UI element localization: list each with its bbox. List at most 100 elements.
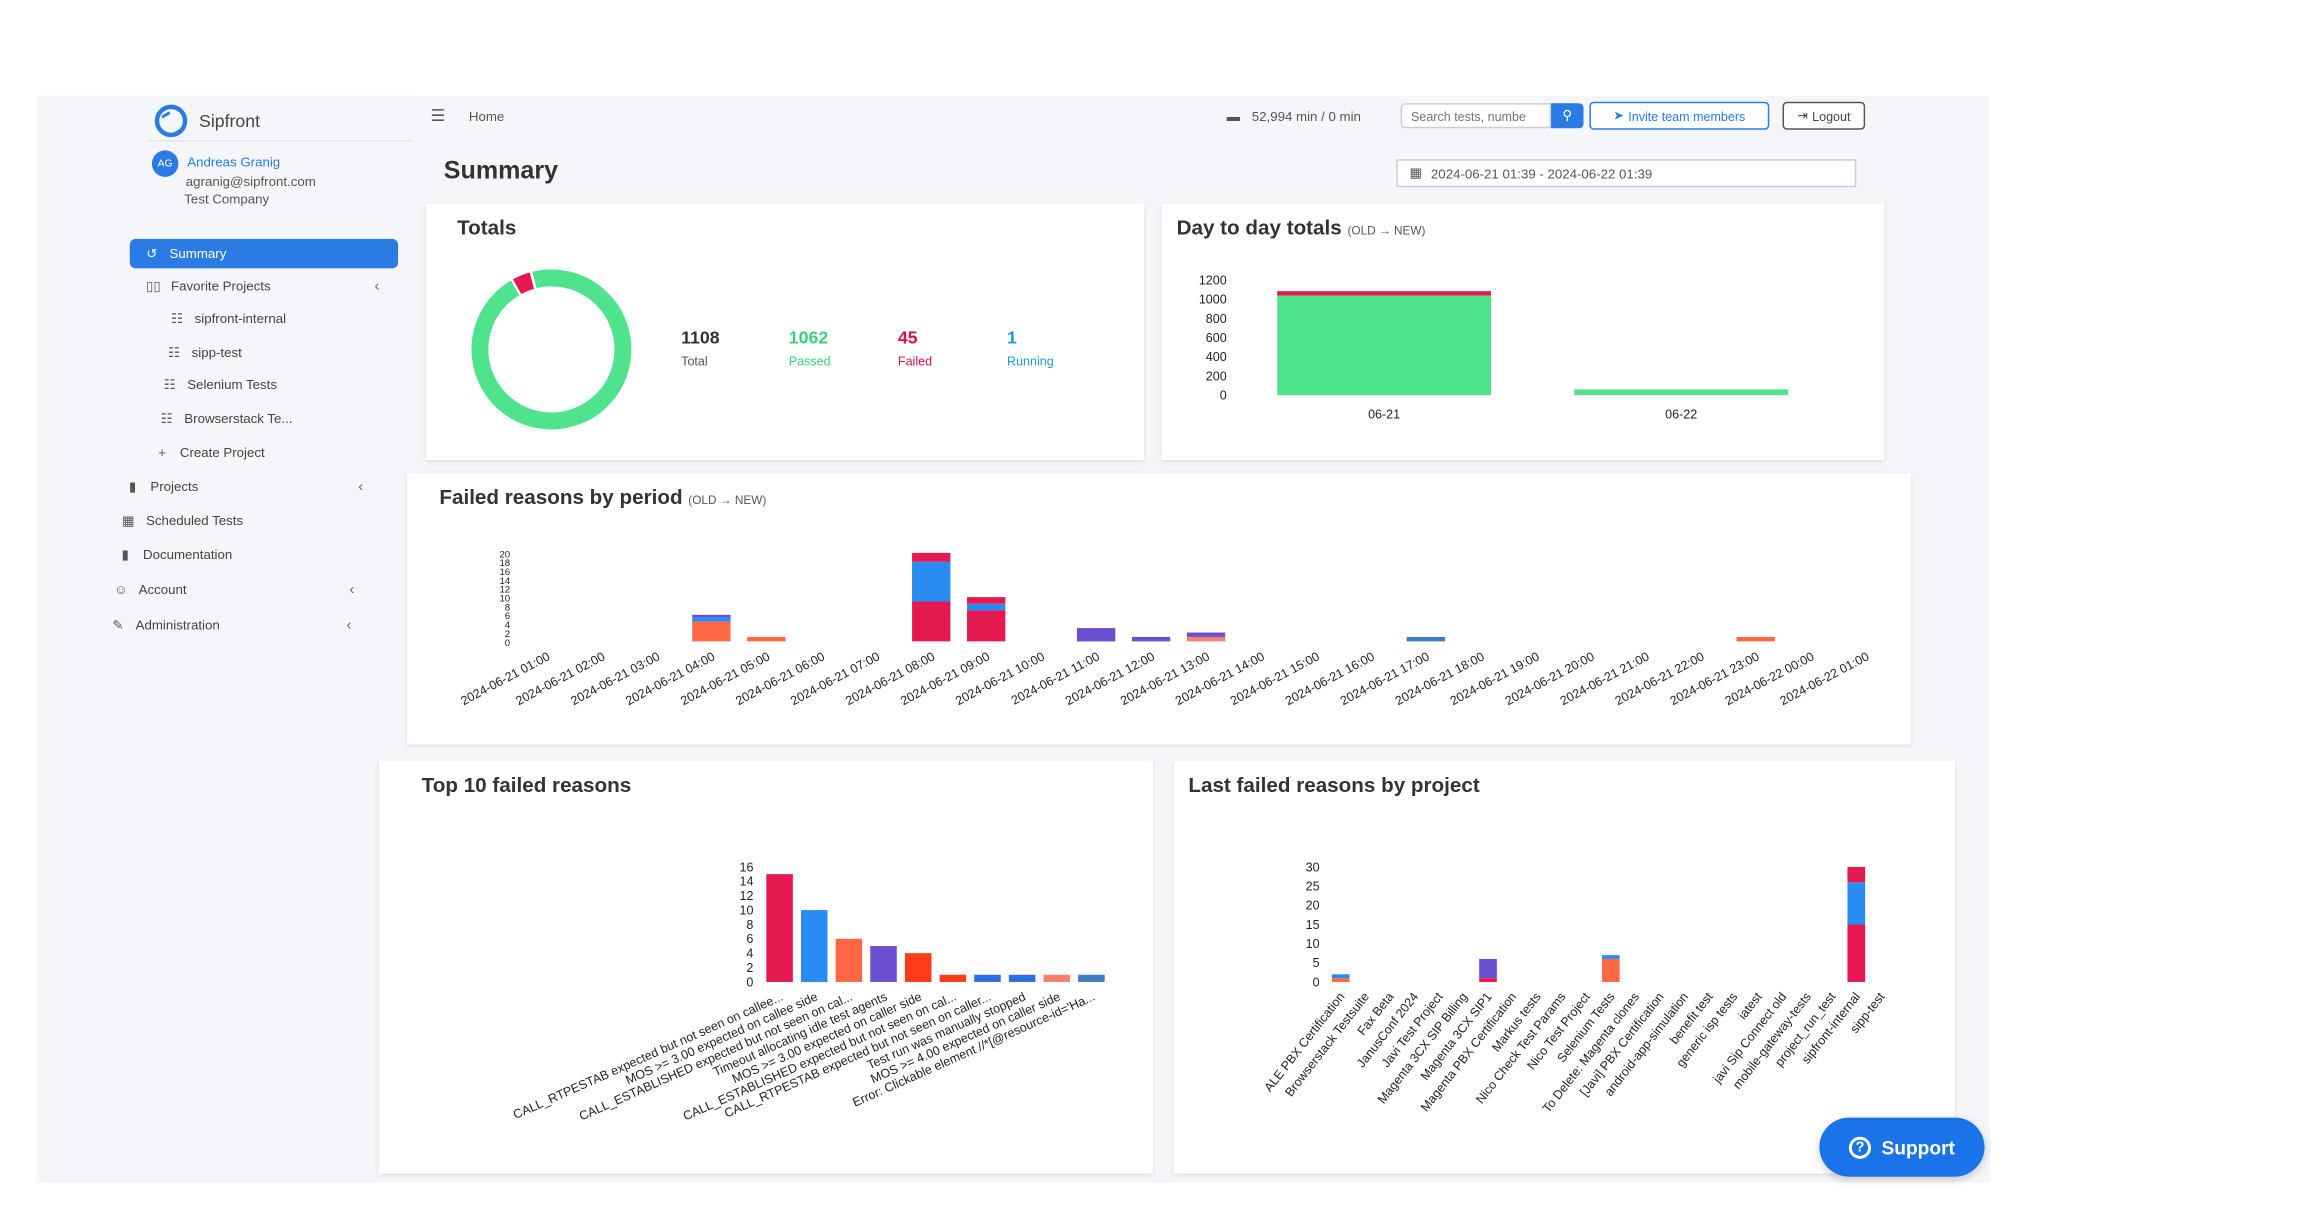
sidebar-item-create-project[interactable]: + Create Project: [152, 438, 265, 467]
stat-failed: 45 Failed: [898, 327, 932, 368]
top10-bar: [870, 946, 897, 982]
invite-team-members-button[interactable]: ➤ Invite team members: [1589, 101, 1770, 130]
stat-total-label: Total: [681, 353, 708, 369]
day-to-day-ytick: 1200: [1199, 274, 1227, 288]
by-project-card: Last failed reasons by project 0 5 10 15 20 2…: [1173, 760, 1956, 1174]
by-project-ytick: 20: [1306, 899, 1320, 913]
day-to-day-bar: [1277, 295, 1491, 396]
sidebar-item-account[interactable]: ☺ Account ‹: [111, 575, 362, 604]
sidebar-item-label: Account: [138, 582, 187, 598]
by-project-ytick: 25: [1306, 880, 1320, 894]
period-bar: [692, 614, 731, 618]
avatar[interactable]: AG: [151, 150, 179, 177]
by-project-ytick: 5: [1313, 956, 1320, 970]
period-xtick: 2024-06-21 01:00: [458, 649, 552, 708]
sidebar-item-documentation[interactable]: ▮ Documentation: [115, 540, 233, 569]
top-navbar: ☰ Home ▬ 52,994 min / 0 min ⚲ ➤Invite tea…: [413, 96, 1991, 137]
top10-bar: [766, 874, 793, 982]
top10-ytick: 0: [746, 975, 753, 989]
hamburger-menu-icon[interactable]: ☰: [430, 107, 446, 126]
period-ytick: 20: [499, 549, 510, 560]
donut-slice-passed: [469, 267, 634, 432]
stat-running-label: Running: [1007, 353, 1054, 369]
plus-icon: +: [158, 445, 167, 461]
sidebar-item-label: Documentation: [143, 547, 233, 562]
period-ytick: 10: [499, 594, 510, 605]
support-button[interactable]: ? Support: [1819, 1117, 1985, 1177]
period-ytick: 2: [505, 629, 510, 640]
user-email: agranig@sipfront.com: [185, 173, 316, 189]
user-gear-icon: ☺: [114, 582, 128, 598]
day-to-day-card: Day to day totals (OLD → NEW) 0 200 400 600…: [1161, 203, 1885, 461]
period-bar: [1736, 636, 1775, 642]
logout-button[interactable]: ⇥ Logout: [1782, 101, 1866, 130]
day-to-day-xtick: 06-21: [1368, 408, 1400, 422]
top10-title: Top 10 failed reasons: [421, 772, 632, 797]
search-button[interactable]: ⚲: [1551, 103, 1584, 129]
logout-label: Logout: [1812, 108, 1851, 124]
stat-total: 1108 Total: [681, 327, 719, 368]
book-icon: ▮: [129, 478, 137, 494]
by-project-title: Last failed reasons by project: [1188, 772, 1480, 797]
brand[interactable]: Sipfront: [154, 102, 261, 140]
by-project-ytick: 15: [1306, 918, 1320, 932]
totals-title: Totals: [457, 215, 517, 239]
stat-running-value: 1: [1007, 327, 1017, 348]
breadcrumb-home[interactable]: Home: [468, 109, 505, 124]
by-project-bar: [1331, 974, 1350, 979]
sidebar-item-label: Browserstack Te...: [184, 411, 293, 427]
period-bar: [967, 610, 1006, 642]
day-to-day-xtick: 06-22: [1665, 408, 1697, 422]
sidebar-item-favorite-selenium-tests[interactable]: ☷ Selenium Tests: [159, 370, 277, 399]
sidebar-item-favorite-browserstack[interactable]: ☷ Browserstack Te...: [156, 404, 293, 433]
sidebar-item-projects[interactable]: ▮ Projects ‹: [122, 472, 373, 501]
sidebar-item-favorite-projects[interactable]: ▯▯ Favorite Projects ‹: [143, 271, 386, 300]
period-ytick: 12: [499, 585, 510, 596]
period-bar: [1406, 636, 1446, 642]
brand-name: Sipfront: [199, 110, 261, 132]
top10-ytick: 16: [739, 860, 753, 874]
sidebar-item-scheduled-tests[interactable]: ▦ Scheduled Tests: [118, 506, 243, 535]
top10-bar: [939, 974, 967, 982]
date-range-value: 2024-06-21 01:39 - 2024-06-22 01:39: [1430, 165, 1653, 181]
period-bar: [912, 561, 951, 602]
chevron-left-icon: ‹: [349, 581, 355, 598]
book-open-icon: ▯▯: [146, 277, 161, 293]
user-name-link[interactable]: Andreas Granig: [187, 154, 281, 170]
period-bar: [967, 603, 1006, 611]
by-project-bar: [1479, 958, 1497, 979]
period-bar: [912, 601, 951, 642]
sipfront-logo-icon: [154, 104, 188, 138]
day-to-day-ytick: 0: [1220, 389, 1227, 403]
sidebar-item-favorite-sipp-test[interactable]: ☷ sipp-test: [164, 338, 242, 367]
stat-passed: 1062 Passed: [789, 327, 831, 368]
date-range-picker[interactable]: ▦ 2024-06-21 01:39 - 2024-06-22 01:39: [1396, 159, 1857, 188]
period-ytick: 8: [505, 602, 510, 613]
calendar-icon: ▦: [121, 512, 135, 528]
top10-ytick: 4: [746, 947, 753, 961]
calendar-icon: ▦: [1409, 165, 1423, 180]
by-project-bar: [1847, 924, 1866, 982]
stat-passed-value: 1062: [788, 327, 829, 348]
totals-donut-chart: [469, 267, 634, 432]
sidebar-item-label: Create Project: [179, 445, 265, 461]
sidebar-item-administration[interactable]: ✎ Administration ‹: [108, 610, 362, 639]
period-bar: [692, 621, 731, 642]
period-ytick: 16: [499, 567, 510, 578]
day-to-day-ytick: 800: [1206, 312, 1227, 326]
period-bar: [1186, 636, 1226, 642]
top10-bar: [904, 953, 932, 982]
day-to-day-ytick: 600: [1206, 331, 1227, 345]
sidebar-item-favorite-sipfront-internal[interactable]: ☷ sipfront-internal: [167, 304, 286, 333]
sidebar-item-summary[interactable]: ↺ Summary: [129, 238, 399, 269]
search-input[interactable]: [1400, 103, 1552, 129]
list-icon: ☷: [168, 344, 180, 360]
top10-ytick: 6: [746, 932, 753, 946]
donut-slice-running: [529, 269, 538, 291]
period-bar: [912, 552, 951, 562]
period-ytick: 0: [505, 638, 510, 649]
paper-plane-icon: ➤: [1613, 107, 1624, 123]
